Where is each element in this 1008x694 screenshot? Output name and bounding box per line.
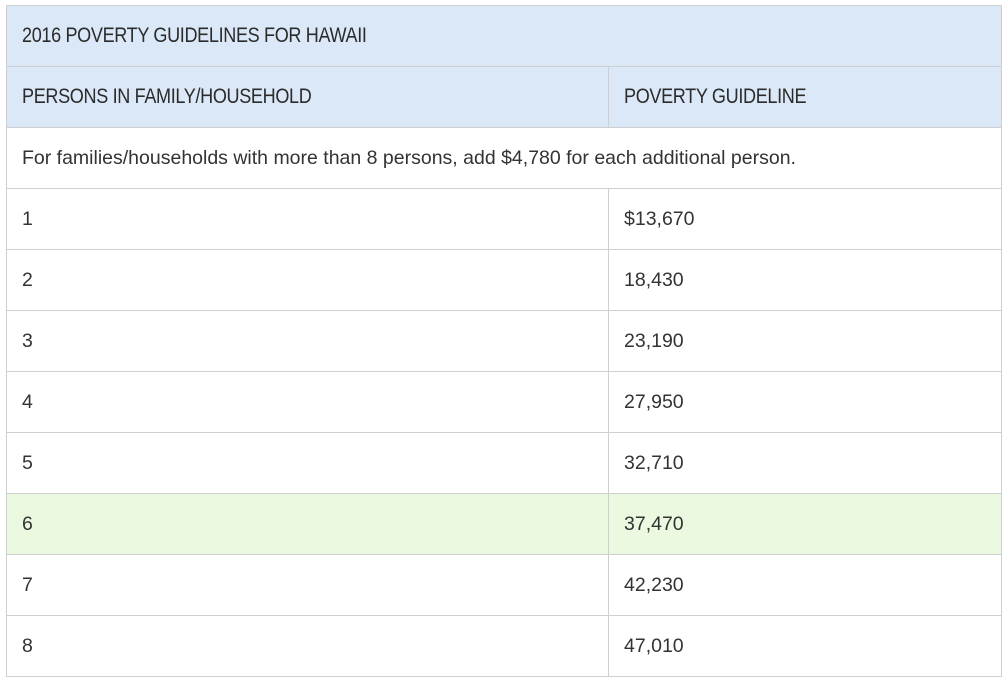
persons-cell: 7 — [6, 554, 609, 616]
guideline-cell: $13,670 — [607, 188, 1003, 250]
table-row: 1 $13,670 — [6, 188, 1003, 250]
guideline-cell: 18,430 — [607, 249, 1003, 311]
table-note-row: For families/households with more than 8… — [5, 127, 1003, 189]
column-header-guideline-text: POVERTY GUIDELINE — [624, 85, 807, 108]
persons-cell: 4 — [6, 371, 609, 433]
guideline-cell: 32,710 — [607, 432, 1003, 494]
guideline-cell: 37,470 — [607, 493, 1003, 555]
table-row: 3 23,190 — [6, 310, 1003, 372]
guideline-cell: 27,950 — [607, 371, 1003, 433]
guideline-cell: 23,190 — [607, 310, 1003, 372]
column-header-guideline: POVERTY GUIDELINE — [607, 66, 1003, 128]
table-row: 2 18,430 — [6, 249, 1003, 311]
persons-cell: 1 — [6, 188, 609, 250]
guideline-cell: 42,230 — [607, 554, 1003, 616]
table-row: 4 27,950 — [6, 371, 1003, 433]
poverty-guidelines-table-container: 2016 POVERTY GUIDELINES FOR HAWAII PERSO… — [5, 5, 1003, 677]
column-header-persons-text: PERSONS IN FAMILY/HOUSEHOLD — [22, 85, 312, 108]
table-header-row: PERSONS IN FAMILY/HOUSEHOLD POVERTY GUID… — [6, 66, 1003, 128]
persons-cell: 3 — [6, 310, 609, 372]
table-row-highlighted: 6 37,470 — [6, 493, 1003, 555]
table-row: 5 32,710 — [6, 432, 1003, 494]
table-row: 7 42,230 — [6, 554, 1003, 616]
table-note: For families/households with more than 8… — [5, 127, 1003, 189]
persons-cell: 6 — [6, 493, 609, 555]
table-title-text: 2016 POVERTY GUIDELINES FOR HAWAII — [22, 24, 367, 47]
guideline-cell: 47,010 — [607, 615, 1003, 677]
table-title: 2016 POVERTY GUIDELINES FOR HAWAII — [5, 5, 1003, 67]
column-header-persons: PERSONS IN FAMILY/HOUSEHOLD — [6, 66, 609, 128]
persons-cell: 5 — [6, 432, 609, 494]
persons-cell: 2 — [6, 249, 609, 311]
poverty-guidelines-table: 2016 POVERTY GUIDELINES FOR HAWAII PERSO… — [5, 5, 1003, 677]
persons-cell: 8 — [6, 615, 609, 677]
table-title-row: 2016 POVERTY GUIDELINES FOR HAWAII — [5, 5, 1003, 67]
table-row: 8 47,010 — [6, 615, 1003, 677]
